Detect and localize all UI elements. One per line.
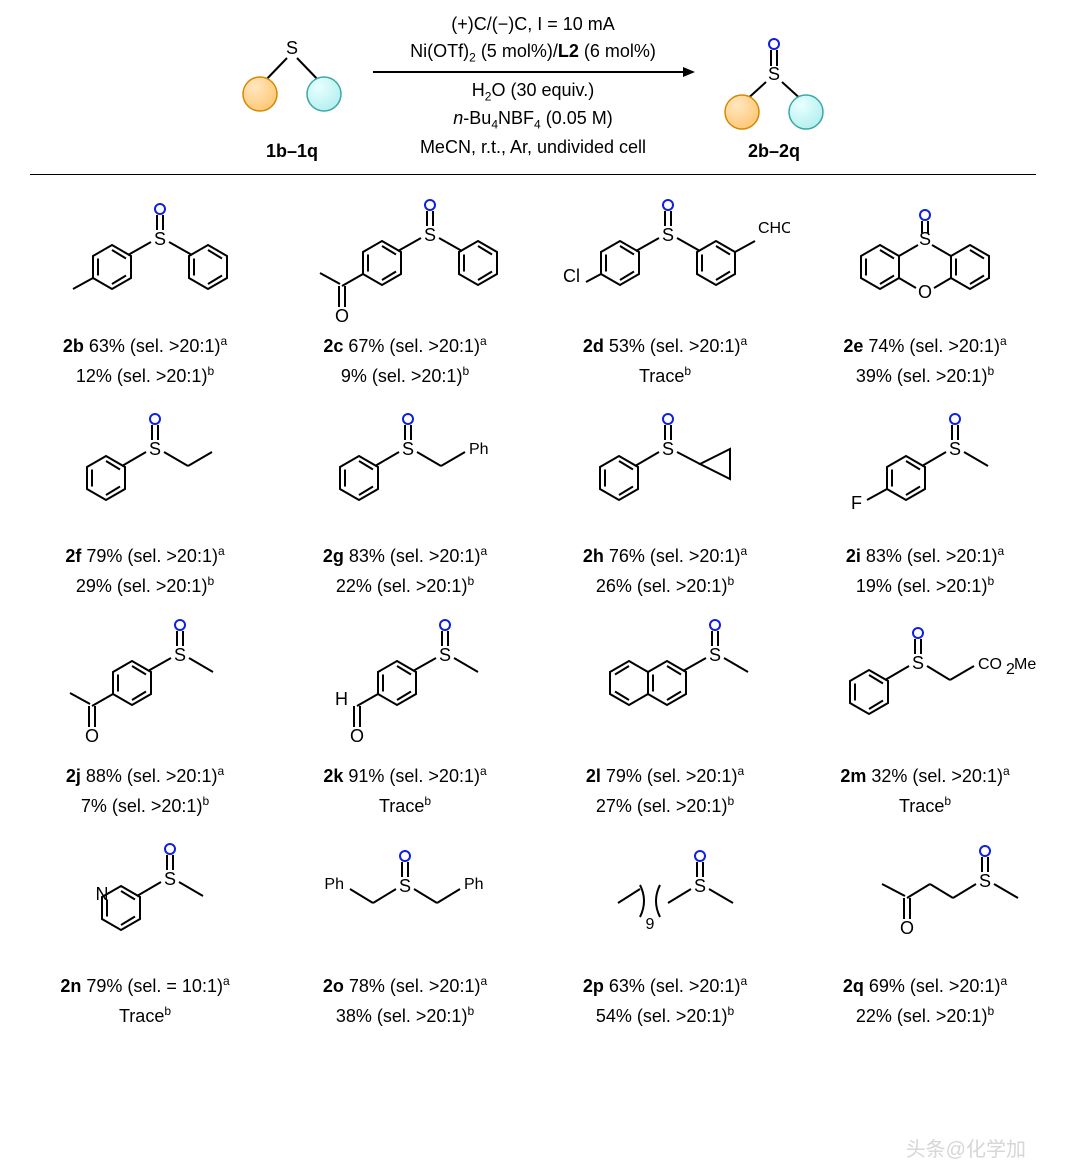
cond-solvent: MeCN, r.t., Ar, undivided cell	[373, 134, 693, 161]
entry-2l: 2l 79% (sel. >20:1)a 27% (sel. >20:1)b	[540, 609, 790, 819]
svg-text:O: O	[918, 282, 932, 302]
entry-2e: S O 2e 74% (sel. >20:1)a 39% (sel. >20:1…	[800, 189, 1050, 389]
watermark: 头条@化学加	[906, 1133, 1026, 1162]
entry-2j: O 2j 88% (sel. >20:1)a 7% (sel. >20:1)b	[20, 609, 270, 819]
svg-text:S: S	[768, 64, 780, 84]
entry-2m: CO2Me 2m 32% (sel. >20:1)a Traceb	[800, 609, 1050, 819]
entry-2n: N 2n 79% (sel. = 10:1)a Traceb	[20, 829, 270, 1029]
svg-text:H: H	[335, 689, 348, 709]
svg-text:9: 9	[646, 916, 655, 933]
start-label: 1b–1q	[232, 141, 352, 162]
svg-text:N: N	[96, 884, 109, 904]
sulfide-starting-material: S	[232, 36, 352, 136]
entry-2i: F 2i 83% (sel. >20:1)a 19% (sel. >20:1)b	[800, 399, 1050, 599]
entry-2q: O 2q 69% (sel. >20:1)a 22% (sel. >20:1)b	[800, 829, 1050, 1029]
entry-2f: 2f 79% (sel. >20:1)a 29% (sel. >20:1)b	[20, 399, 270, 599]
svg-text:F: F	[851, 493, 862, 513]
entry-2h: 2h 76% (sel. >20:1)a 26% (sel. >20:1)b	[540, 399, 790, 599]
entry-2b: 2b 63% (sel. >20:1)a 12% (sel. >20:1)b	[20, 189, 270, 389]
svg-text:Cl: Cl	[563, 266, 580, 286]
svg-text:CHO: CHO	[758, 220, 790, 237]
reaction-scheme: S 1b–1q (+)C/(−)C, I = 10 mA	[30, 0, 1036, 175]
svg-text:Ph: Ph	[324, 876, 344, 893]
svg-text:Ph: Ph	[469, 441, 489, 458]
sulfoxide-product: S	[714, 36, 834, 136]
svg-text:S: S	[286, 38, 298, 58]
svg-text:Ph: Ph	[464, 876, 484, 893]
entry-2g: Ph 2g 83% (sel. >20:1)a 22% (sel. >20:1)…	[280, 399, 530, 599]
svg-text:O: O	[85, 726, 99, 746]
reaction-conditions: (+)C/(−)C, I = 10 mA Ni(OTf)2 (5 mol%)/L…	[373, 11, 693, 161]
entry-2p: 9 2p 63% (sel. >20:1)a 54% (sel. >20:1)b	[540, 829, 790, 1029]
substrate-scope-grid: S 2b 63% (sel. >20:1)a 12% (sel. >20:1)b…	[0, 189, 1066, 1048]
entry-2k: O H 2k 91% (sel. >20:1)a Traceb	[280, 609, 530, 819]
svg-text:O: O	[335, 306, 349, 326]
entry-2d: Cl CHO 2d 53% (sel. >20:1)a Traceb	[540, 189, 790, 389]
svg-text:Me: Me	[1014, 656, 1036, 673]
svg-text:O: O	[350, 726, 364, 746]
cond-electrode: (+)C/(−)C, I = 10 mA	[451, 14, 615, 34]
entry-2o: Ph Ph 2o 78% (sel. >20:1)a 38% (sel. >20…	[280, 829, 530, 1029]
entry-2c: O 2c 67% (sel. >20:1)a 9% (sel. >20:1)b	[280, 189, 530, 389]
svg-text:CO: CO	[978, 656, 1002, 673]
product-label: 2b–2q	[714, 141, 834, 162]
svg-text:S: S	[919, 229, 931, 249]
reaction-arrow	[373, 71, 693, 73]
svg-text:O: O	[900, 918, 914, 938]
